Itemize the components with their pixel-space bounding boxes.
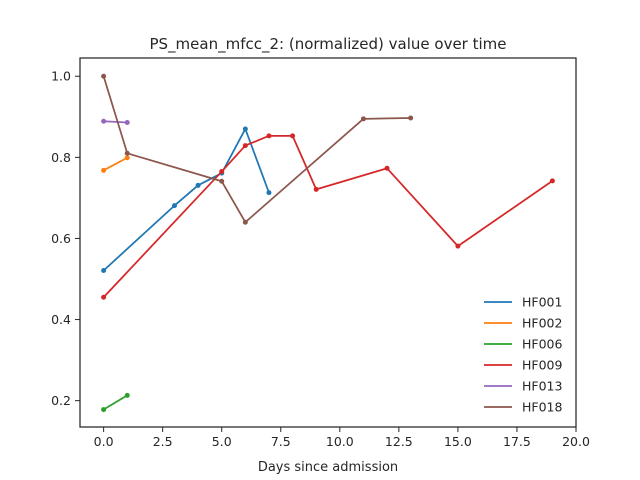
axes-frame <box>79 57 577 428</box>
x-tick-label: 0.0 <box>94 434 114 449</box>
data-point-hf009 <box>313 186 319 192</box>
series-line-hf001 <box>103 128 270 272</box>
data-point-hf009 <box>242 143 248 149</box>
chart-title: PS_mean_mfcc_2: (normalized) value over … <box>149 35 506 54</box>
legend: HF001 HF002 HF006 HF009 HF013 HF018 <box>484 295 562 415</box>
legend-label: HF018 <box>522 400 562 415</box>
x-tick-label: 17.5 <box>503 434 531 449</box>
x-tick-label: 12.5 <box>385 434 413 449</box>
x-tick-label: 5.0 <box>212 434 232 449</box>
y-tick-label: 0.8 <box>51 150 71 165</box>
data-point-hf018 <box>408 115 414 121</box>
data-point-hf001 <box>101 267 107 273</box>
data-point-hf006 <box>101 407 107 413</box>
y-tick-label: 1.0 <box>51 69 71 84</box>
x-axis: 0.0 2.5 5.0 7.5 10.0 12.5 15.0 17.5 20.0 <box>94 427 590 449</box>
data-point-hf002 <box>124 155 130 161</box>
data-point-hf009 <box>384 165 390 171</box>
data-point-hf018 <box>360 116 366 122</box>
data-point-hf018 <box>101 73 107 79</box>
legend-label: HF009 <box>522 358 562 373</box>
data-point-hf009 <box>266 133 272 139</box>
legend-label: HF013 <box>522 379 562 394</box>
x-axis-label: Days since admission <box>258 460 398 475</box>
data-point-hf018 <box>124 150 130 156</box>
data-point-hf001 <box>171 203 177 209</box>
legend-label: HF006 <box>522 337 562 352</box>
y-tick-label: 0.6 <box>51 231 71 246</box>
series-line-hf006 <box>103 394 128 411</box>
data-point-hf009 <box>101 294 107 300</box>
data-point-hf001 <box>266 190 272 196</box>
data-point-hf001 <box>242 126 248 132</box>
plot-area <box>101 73 555 413</box>
data-point-hf009 <box>219 169 225 175</box>
legend-label: HF001 <box>522 295 562 310</box>
y-tick-label: 0.4 <box>51 312 71 327</box>
data-point-hf018 <box>219 178 225 184</box>
series-line-hf013 <box>103 120 128 124</box>
data-point-hf013 <box>101 118 107 124</box>
data-point-hf009 <box>549 178 555 184</box>
data-point-hf009 <box>290 133 296 139</box>
data-point-hf002 <box>101 167 107 173</box>
data-point-hf018 <box>242 219 248 225</box>
series-line-hf018 <box>102 75 411 224</box>
x-tick-label: 7.5 <box>271 434 291 449</box>
x-tick-label: 2.5 <box>153 434 173 449</box>
series-line-hf002 <box>103 156 128 172</box>
y-axis: 0.2 0.4 0.6 0.8 1.0 <box>51 69 80 408</box>
x-tick-label: 10.0 <box>326 434 354 449</box>
data-point-hf009 <box>455 243 461 249</box>
data-point-hf006 <box>124 392 130 398</box>
x-tick-label: 15.0 <box>444 434 472 449</box>
x-tick-label: 20.0 <box>562 434 590 449</box>
data-point-hf001 <box>195 182 201 188</box>
data-point-hf013 <box>124 119 130 125</box>
y-tick-label: 0.2 <box>51 393 71 408</box>
legend-label: HF002 <box>522 316 562 331</box>
